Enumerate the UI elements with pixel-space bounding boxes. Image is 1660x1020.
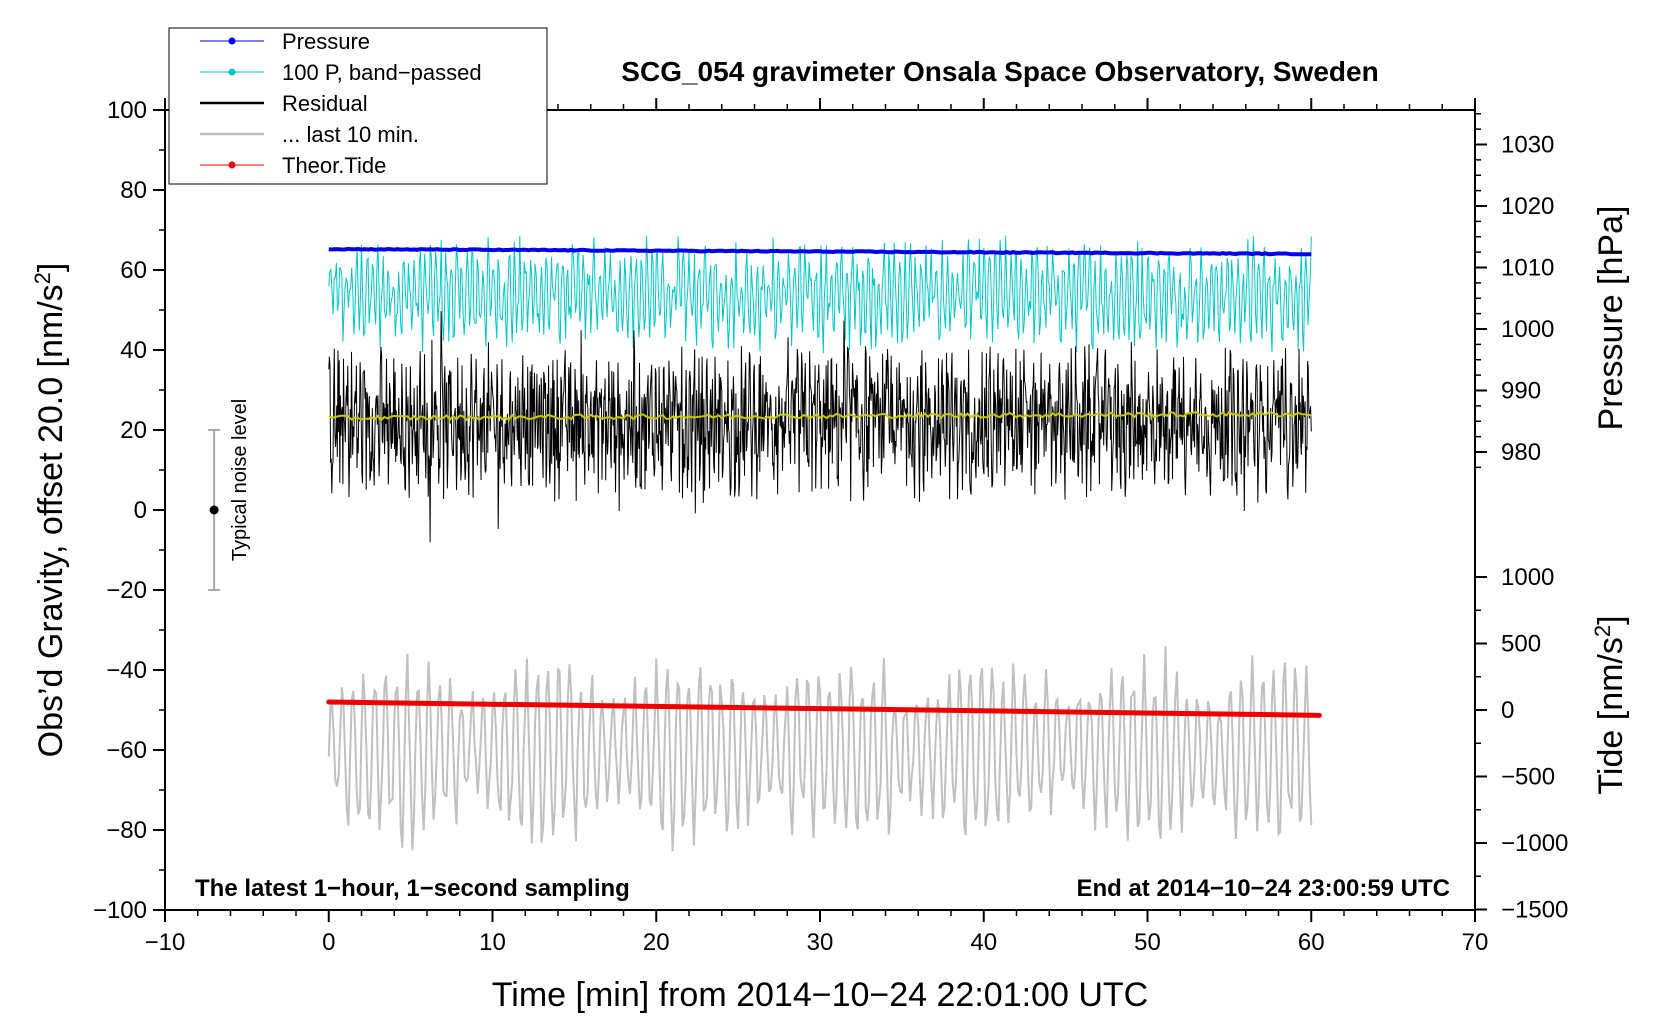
tide-tick-label: 0 — [1501, 697, 1514, 724]
tide-axis: −1500 −1000 −500 0 500 1000 — [1475, 564, 1568, 924]
y-tick-label: −20 — [106, 577, 147, 604]
x-tick-label: 0 — [322, 929, 335, 956]
left-y-axis: −100 −80 −60 −40 −20 0 20 40 60 80 100 — [93, 97, 165, 924]
series-pressure — [328, 246, 1312, 257]
tide-tick-label: −1500 — [1501, 897, 1568, 924]
tide-tick-label: 500 — [1501, 631, 1541, 658]
tide-tick-label: −500 — [1501, 764, 1555, 791]
pressure-axis-title: Pressure [hPa] — [1592, 206, 1630, 431]
x-tick-label: 60 — [1298, 929, 1325, 956]
smoothed-residual-line — [328, 410, 1312, 422]
x-tick-label: 70 — [1462, 929, 1489, 956]
series-theoretical-tide — [326, 699, 1322, 718]
y-tick-label: −40 — [106, 657, 147, 684]
x-tick-label: 50 — [1134, 929, 1161, 956]
chart-title: SCG_054 gravimeter Onsala Space Observat… — [621, 56, 1378, 87]
y-tick-label: 100 — [107, 97, 147, 124]
legend-label: 100 P, band−passed — [282, 60, 482, 85]
residual-line — [328, 311, 1312, 543]
series-last-10-min — [327, 646, 1313, 852]
legend-marker — [228, 68, 236, 76]
pressure-tick-label: 1030 — [1501, 132, 1554, 159]
pressure-tick-label: 1010 — [1501, 255, 1554, 282]
y-tick-label: 80 — [120, 177, 147, 204]
x-tick-label: 10 — [479, 929, 506, 956]
pressure-tick-label: 990 — [1501, 378, 1541, 405]
pressure-tick-label: 1000 — [1501, 316, 1554, 343]
tide-axis-title: Tide [nm/s2] — [1590, 615, 1630, 794]
legend: Pressure 100 P, band−passed Residual ... la… — [168, 27, 548, 185]
legend-label: ... last 10 min. — [282, 122, 419, 147]
x-axis-title: Time [min] from 2014−10−24 22:01:00 UTC — [492, 976, 1148, 1014]
series-residual — [328, 311, 1312, 543]
theoretical-tide-line — [326, 699, 1322, 718]
x-tick-label: 30 — [807, 929, 834, 956]
pressure-tick-label: 980 — [1501, 439, 1541, 466]
x-tick-label: 40 — [970, 929, 997, 956]
y-tick-label: 60 — [120, 257, 147, 284]
series-band-passed-pressure — [328, 235, 1312, 354]
noise-label: Typical noise level — [229, 399, 251, 561]
band-passed-line — [328, 235, 1312, 354]
last-10-min-line — [327, 646, 1313, 852]
y-tick-label: −80 — [106, 817, 147, 844]
annotation-latest-hour: The latest 1−hour, 1−second sampling — [195, 875, 630, 902]
legend-marker — [228, 161, 236, 169]
pressure-axis: 980 990 1000 1010 1020 1030 — [1475, 113, 1554, 469]
annotation-end-time: End at 2014−10−24 23:00:59 UTC — [1076, 875, 1450, 902]
pressure-line — [328, 246, 1312, 257]
x-tick-label: −10 — [145, 929, 186, 956]
x-axis: −10 0 10 20 30 40 50 60 70 — [145, 98, 1489, 956]
series-smoothed-residual — [328, 410, 1312, 422]
tide-tick-label: 1000 — [1501, 564, 1554, 591]
legend-label: Residual — [282, 91, 368, 116]
x-tick-label: 20 — [643, 929, 670, 956]
noise-indicator — [208, 429, 221, 591]
y-tick-label: −60 — [106, 737, 147, 764]
legend-label: Pressure — [282, 29, 370, 54]
pressure-tick-label: 1020 — [1501, 193, 1554, 220]
legend-box — [168, 27, 548, 185]
y-tick-label: 40 — [120, 337, 147, 364]
left-y-axis-title: Obs’d Gravity, offset 20.0 [nm/s2] — [30, 263, 70, 758]
y-tick-label: 20 — [120, 417, 147, 444]
noise-center-dot — [209, 505, 219, 515]
plot-frame — [164, 109, 1476, 911]
legend-label: Theor.Tide — [282, 153, 386, 178]
y-tick-label: 0 — [134, 497, 147, 524]
y-tick-label: −100 — [93, 897, 147, 924]
tide-tick-label: −1000 — [1501, 830, 1568, 857]
legend-marker — [228, 37, 236, 45]
